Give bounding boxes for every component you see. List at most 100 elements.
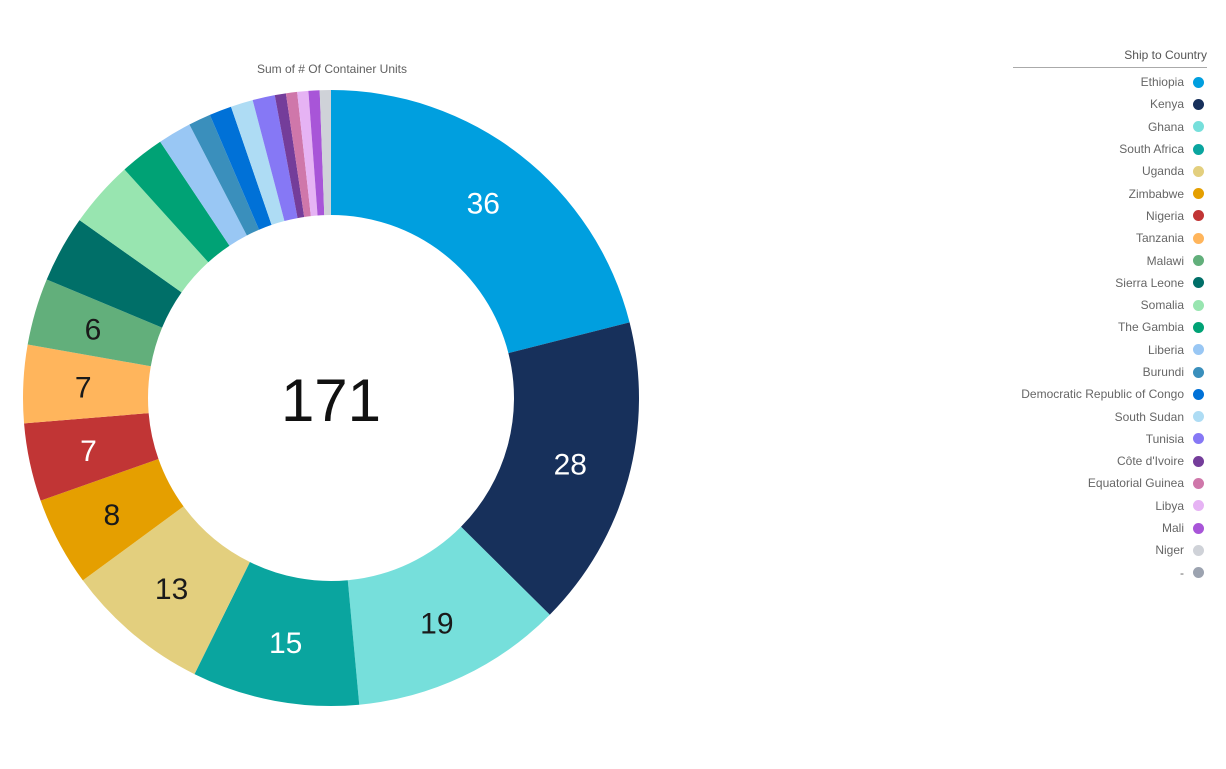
legend-swatch [1193, 522, 1204, 534]
slice-liberia[interactable] [160, 124, 247, 246]
legend-label: Libya [1155, 498, 1184, 513]
slice-c-te-d-ivoire[interactable] [274, 93, 305, 219]
legend-swatch [1193, 299, 1204, 311]
slice-ghana[interactable] [347, 526, 550, 705]
legend-item-liberia[interactable]: Liberia [1013, 339, 1207, 361]
slice-label-tanzania: 7 [75, 372, 92, 405]
slice-label-ethiopia: 36 [467, 187, 500, 220]
legend-item-malawi[interactable]: Malawi [1013, 249, 1207, 271]
legend-label: Ethiopia [1140, 75, 1184, 90]
legend-label: Democratic Republic of Congo [1021, 387, 1184, 402]
legend-item-nigeria[interactable]: Nigeria [1013, 205, 1207, 227]
legend-swatch [1193, 567, 1204, 579]
legend-label: Sierra Leone [1115, 275, 1184, 290]
legend-label: Côte d'Ivoire [1117, 454, 1184, 469]
legend-swatch [1193, 98, 1204, 110]
legend-label: The Gambia [1117, 320, 1184, 335]
slice-tanzania[interactable] [22, 344, 151, 424]
slice-niger[interactable] [319, 90, 331, 216]
legend-label: Liberia [1147, 342, 1184, 357]
legend-swatch [1193, 321, 1204, 333]
slice-south-sudan[interactable] [230, 100, 285, 225]
slice-burundi[interactable] [189, 114, 260, 236]
donut-center-total: 171 [281, 367, 381, 434]
legend-items: Ethiopia Kenya Ghana South Africa Uganda Zimb… [1013, 71, 1207, 584]
legend-swatch [1193, 477, 1204, 489]
slice-somalia[interactable] [79, 169, 209, 293]
legend-swatch [1193, 255, 1204, 267]
legend-item-somalia[interactable]: Somalia [1013, 294, 1207, 316]
legend-item-ghana[interactable]: Ghana [1013, 116, 1207, 138]
slice-malawi[interactable] [27, 279, 163, 367]
slice-libya[interactable] [297, 90, 318, 217]
legend-swatch [1193, 388, 1204, 400]
legend-swatch [1193, 143, 1204, 155]
legend-label: Somalia [1140, 298, 1184, 313]
legend-item-burundi[interactable]: Burundi [1013, 361, 1207, 383]
legend-label: South Sudan [1114, 409, 1184, 424]
slice-label-kenya: 28 [554, 448, 587, 481]
legend-item-c-te-d-ivoire[interactable]: Côte d'Ivoire [1013, 450, 1207, 472]
legend-item-none[interactable]: - [1013, 562, 1207, 584]
legend-item-the-gambia[interactable]: The Gambia [1013, 316, 1207, 338]
donut-slices [22, 90, 639, 706]
slice-tunisia[interactable] [252, 95, 298, 222]
slice-mali[interactable] [308, 90, 325, 216]
legend-swatch [1193, 188, 1204, 200]
legend-swatch [1193, 455, 1204, 467]
legend-label: South Africa [1119, 142, 1184, 157]
legend-label: Uganda [1141, 164, 1184, 179]
legend-item-libya[interactable]: Libya [1013, 495, 1207, 517]
slice-label-zimbabwe: 8 [103, 499, 120, 532]
legend-swatch [1193, 210, 1204, 222]
slice-south-africa[interactable] [194, 562, 360, 706]
slice-label-malawi: 6 [85, 313, 102, 346]
legend: Ship to Country Ethiopia Kenya Ghana South … [1013, 48, 1207, 584]
legend-item-democratic-republic-of-congo[interactable]: Democratic Republic of Congo [1013, 383, 1207, 405]
slice-zimbabwe[interactable] [40, 459, 184, 581]
slice-sierra-leone[interactable] [46, 220, 182, 328]
legend-item-sierra-leone[interactable]: Sierra Leone [1013, 272, 1207, 294]
legend-swatch [1193, 121, 1204, 133]
legend-swatch [1193, 76, 1204, 88]
legend-label: Nigeria [1145, 208, 1184, 223]
legend-swatch [1193, 165, 1204, 177]
legend-label: Zimbabwe [1128, 186, 1184, 201]
legend-item-uganda[interactable]: Uganda [1013, 160, 1207, 182]
slice-label-nigeria: 7 [80, 435, 97, 468]
legend-item-south-sudan[interactable]: South Sudan [1013, 405, 1207, 427]
legend-label: Ghana [1147, 119, 1184, 134]
slice-democratic-republic-of-congo[interactable] [209, 106, 272, 230]
legend-swatch [1193, 433, 1204, 445]
slice-ethiopia[interactable] [331, 90, 630, 354]
slice-the-gambia[interactable] [124, 141, 230, 263]
slice-label-south-africa: 15 [269, 627, 302, 660]
legend-item-tunisia[interactable]: Tunisia [1013, 428, 1207, 450]
slice-equatorial-guinea[interactable] [285, 91, 311, 217]
slice-uganda[interactable] [82, 506, 250, 675]
legend-label: Tanzania [1135, 231, 1184, 246]
legend-item-south-africa[interactable]: South Africa [1013, 138, 1207, 160]
legend-swatch [1193, 366, 1204, 378]
slice-nigeria[interactable] [24, 413, 159, 501]
legend-item-zimbabwe[interactable]: Zimbabwe [1013, 182, 1207, 204]
slice-label-ghana: 19 [420, 607, 453, 640]
legend-item-kenya[interactable]: Kenya [1013, 93, 1207, 115]
legend-item-ethiopia[interactable]: Ethiopia [1013, 71, 1207, 93]
legend-label: Equatorial Guinea [1087, 476, 1184, 491]
legend-item-niger[interactable]: Niger [1013, 539, 1207, 561]
legend-item-tanzania[interactable]: Tanzania [1013, 227, 1207, 249]
legend-item-equatorial-guinea[interactable]: Equatorial Guinea [1013, 472, 1207, 494]
legend-label: Burundi [1142, 365, 1184, 379]
legend-label: Mali [1161, 521, 1184, 536]
legend-swatch [1193, 500, 1204, 512]
chart-title: Sum of # Of Container Units [256, 62, 408, 76]
legend-title: Ship to Country [1013, 48, 1207, 68]
legend-label: Niger [1155, 543, 1184, 558]
legend-label: - [1180, 565, 1184, 580]
legend-swatch [1193, 232, 1204, 244]
slice-kenya[interactable] [460, 322, 639, 615]
legend-item-mali[interactable]: Mali [1013, 517, 1207, 539]
